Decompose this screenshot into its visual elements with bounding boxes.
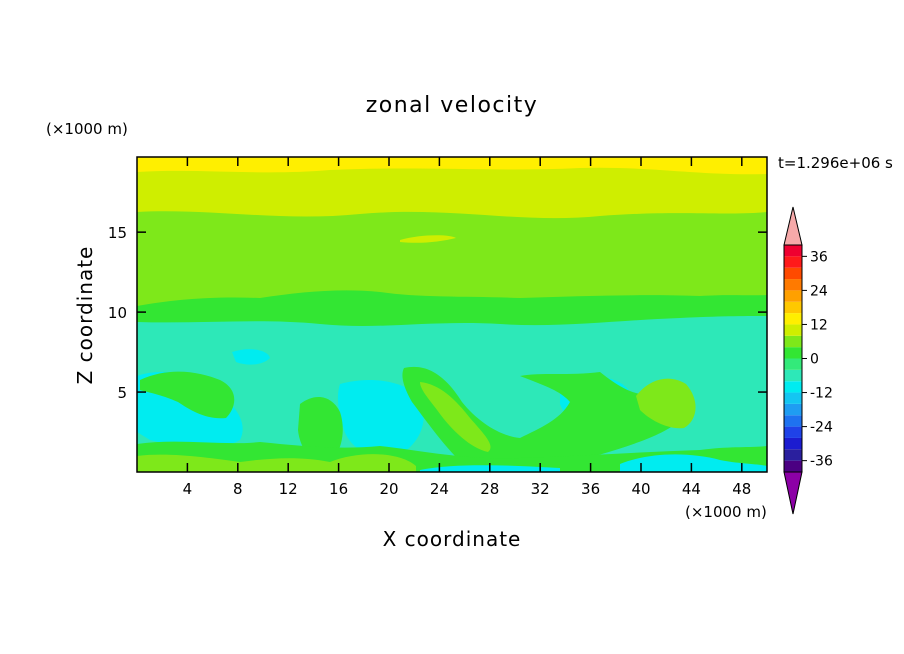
y-tick-label: 5: [117, 384, 127, 402]
colorbar-swatch: [784, 403, 802, 416]
x-tick-label: 36: [581, 480, 600, 498]
colorbar-swatch: [784, 449, 802, 461]
x-tick-label: 12: [279, 480, 298, 498]
x-tick-label: 4: [183, 480, 193, 498]
plot-frame: [136, 156, 768, 473]
colorbar-swatch: [784, 267, 802, 280]
colorbar-tick-label: -24: [810, 420, 833, 436]
patch-yellowgreen-mid: [400, 235, 456, 243]
x-tick-label: 24: [430, 480, 449, 498]
colorbar-over-triangle: [783, 206, 803, 246]
y-unit-label: (×1000 m): [46, 120, 128, 138]
patch-cyan-topmid: [232, 349, 270, 365]
colorbar-tick-label: 0: [810, 352, 819, 368]
colorbar: 36 24 12 0 -12 -24 -36: [783, 206, 833, 515]
colorbar-swatch: [784, 460, 802, 472]
time-label: t=1.296e+06 s: [778, 154, 893, 172]
x-tick-label: 28: [480, 480, 499, 498]
colorbar-swatch: [784, 245, 802, 257]
y-tick-label: 15: [108, 224, 127, 242]
colorbar-tick-label: -36: [810, 454, 833, 470]
colorbar-swatch: [784, 324, 802, 336]
patch-lightgreen-diag: [420, 382, 491, 452]
colorbar-swatch: [784, 426, 802, 438]
contour-field: [137, 157, 767, 472]
colorbar-swatch: [784, 437, 802, 450]
colorbar-swatch: [784, 256, 802, 268]
colorbar-swatch: [784, 415, 802, 427]
colorbar-tick-label: -12: [810, 386, 833, 402]
chart-title: zonal velocity: [366, 93, 539, 118]
colorbar-tick-label: 36: [810, 249, 828, 265]
colorbar-swatch: [784, 301, 802, 314]
x-tick-label: 8: [233, 480, 243, 498]
colorbar-swatch: [784, 381, 802, 393]
patch-green-center-lower: [298, 397, 343, 463]
y-axis-label: Z coordinate: [73, 246, 97, 385]
x-axis-label: X coordinate: [383, 527, 522, 551]
colorbar-swatch: [784, 290, 802, 302]
x-tick-label: 16: [329, 480, 348, 498]
colorbar-tick-label: 24: [810, 283, 828, 299]
colorbar-swatch: [784, 313, 802, 325]
patch-cyan-bottom-right: [620, 454, 767, 472]
colorbar-swatch: [784, 347, 802, 359]
colorbar-swatch: [784, 392, 802, 404]
x-tick-label: 20: [379, 480, 398, 498]
x-tick-label: 32: [531, 480, 550, 498]
colorbar-swatch: [784, 358, 802, 370]
patch-green-left: [140, 371, 235, 419]
y-tick-label: 10: [108, 304, 127, 322]
patch-lightgreen-right: [636, 378, 696, 429]
x-tick-label: 48: [732, 480, 751, 498]
x-tick-label: 44: [682, 480, 701, 498]
colorbar-swatch: [784, 335, 802, 348]
patch-cyan-center: [337, 380, 424, 457]
x-unit-label: (×1000 m): [685, 503, 767, 521]
colorbar-tick-label: 12: [810, 317, 828, 333]
x-tick-label: 40: [631, 480, 650, 498]
band-middle-lightgreen: [137, 211, 767, 315]
colorbar-under-triangle: [783, 471, 803, 515]
patch-lightgreen-bottom: [137, 454, 416, 472]
colorbar-swatch: [784, 369, 802, 382]
patch-lightgreen-upper: [140, 256, 262, 280]
colorbar-swatch: [784, 279, 802, 291]
